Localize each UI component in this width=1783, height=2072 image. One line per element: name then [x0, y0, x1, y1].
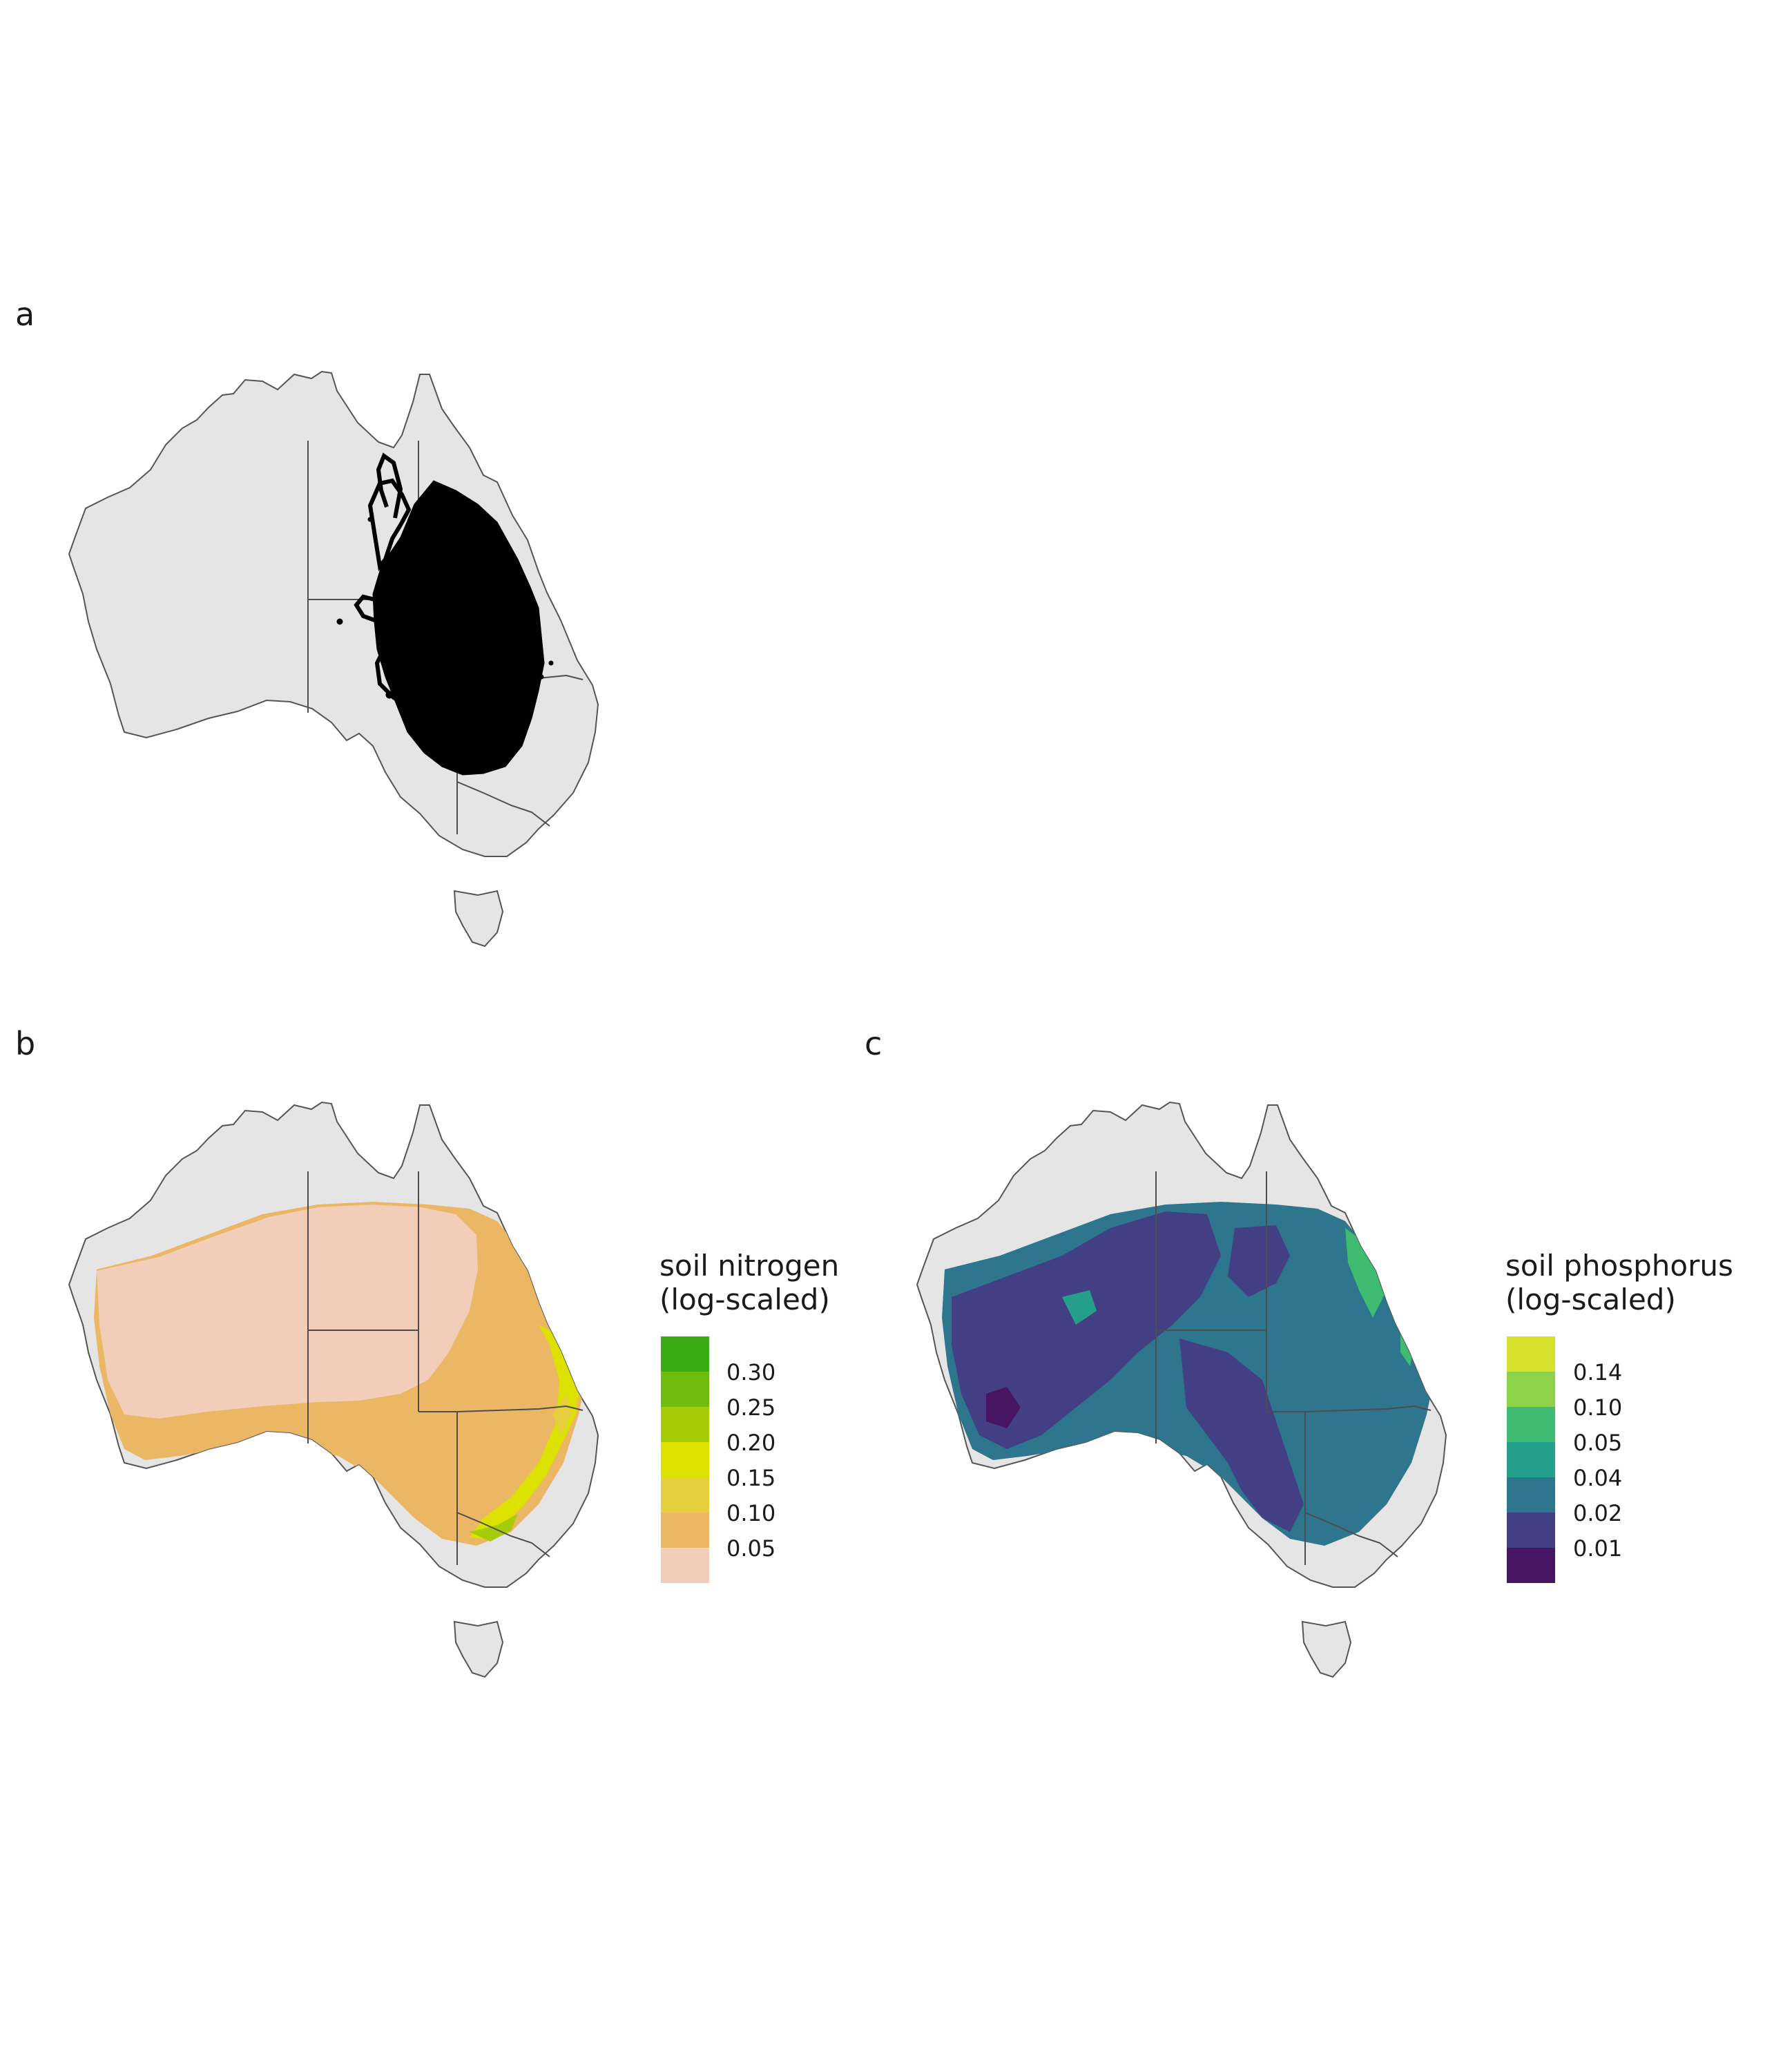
panel-c-label: c [865, 1025, 883, 1062]
legend-swatch [1507, 1477, 1555, 1513]
legend-swatch [1507, 1513, 1555, 1548]
legend-tick: 0.25 [726, 1394, 776, 1421]
legend-title-nitrogen: soil nitrogen (log-scaled) [659, 1249, 840, 1316]
legend-swatch [1507, 1548, 1555, 1583]
legend-title-phosphorus: soil phosphorus (log-scaled) [1505, 1249, 1733, 1316]
legend-bar-nitrogen [661, 1336, 709, 1583]
map-soil-phosphorus [916, 1102, 1447, 1678]
legend-swatch [1507, 1407, 1555, 1442]
map-australia-occurrences [68, 371, 599, 947]
legend-swatch [661, 1372, 709, 1407]
panel-b-label: b [15, 1025, 36, 1062]
legend-tick: 0.04 [1573, 1465, 1623, 1491]
legend-swatch [661, 1477, 709, 1513]
map-soil-nitrogen [68, 1102, 599, 1678]
legend-bar-phosphorus [1507, 1336, 1555, 1583]
legend-tick: 0.01 [1573, 1535, 1623, 1562]
occurrence-points [336, 452, 554, 776]
legend-swatch [661, 1336, 709, 1372]
legend-swatch [1507, 1442, 1555, 1477]
legend-tick: 0.14 [1573, 1359, 1623, 1385]
legend-swatch [661, 1442, 709, 1477]
legend-swatch [661, 1407, 709, 1442]
legend-tick: 0.02 [1573, 1500, 1623, 1526]
legend-swatch [661, 1513, 709, 1548]
legend-swatch [661, 1548, 709, 1583]
legend-swatch [1507, 1372, 1555, 1407]
legend-tick: 0.20 [726, 1430, 776, 1456]
legend-tick: 0.05 [726, 1535, 776, 1562]
legend-tick: 0.15 [726, 1465, 776, 1491]
panel-a-label: a [15, 296, 35, 333]
legend-tick: 0.10 [1573, 1394, 1623, 1421]
legend-tick: 0.05 [1573, 1430, 1623, 1456]
legend-swatch [1507, 1336, 1555, 1372]
legend-tick: 0.10 [726, 1500, 776, 1526]
legend-tick: 0.30 [726, 1359, 776, 1385]
